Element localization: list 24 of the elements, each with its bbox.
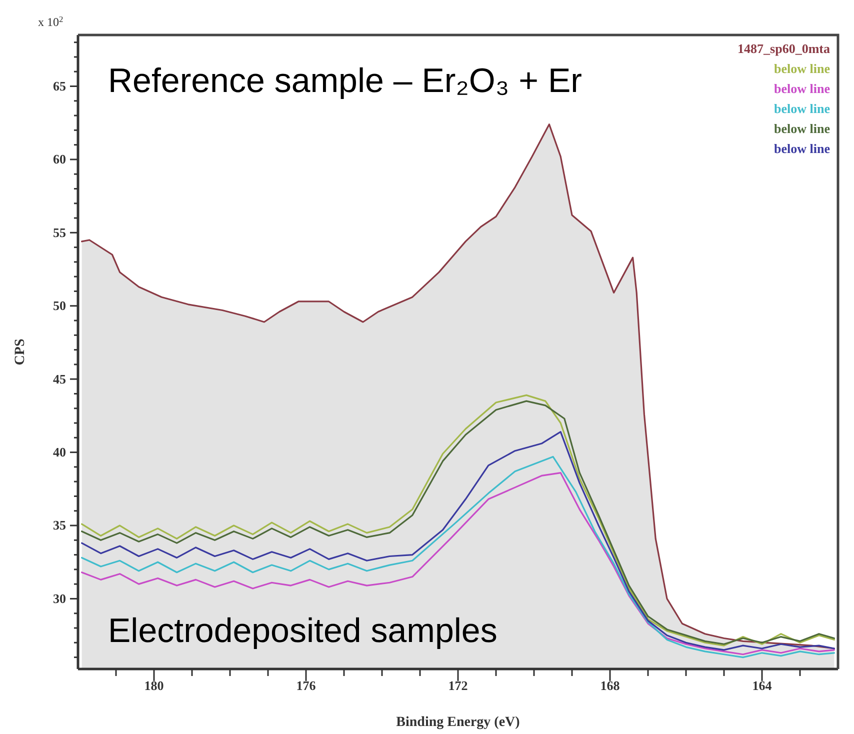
y-axis-title: CPS — [13, 338, 28, 366]
text: x 10$^{2}$ — [38, 14, 64, 29]
y-tick-label: 40 — [53, 444, 66, 460]
y-tick-label: 35 — [53, 518, 66, 533]
y-tick-label: 45 — [53, 371, 66, 386]
y-tick-label: 50 — [53, 298, 66, 314]
text: below line — [774, 81, 830, 96]
x-tick-label: 180 — [144, 678, 164, 694]
x-tick-label: 168 — [600, 678, 620, 694]
text: below line — [774, 121, 830, 136]
y-tick-label: 30 — [53, 590, 66, 606]
x-axis-title: Binding Energy (eV) — [396, 715, 520, 730]
y-tick-label: 65 — [53, 78, 66, 94]
x-tick-label: 176 — [296, 678, 316, 694]
y-tick-label: 55 — [53, 224, 66, 240]
text: below line — [774, 101, 830, 116]
x-tick-label: 164 — [752, 678, 772, 694]
annotation: Reference sample – Er₂O₃ + Er — [108, 62, 582, 100]
text: below line — [774, 61, 830, 76]
text: 1487_sp60_0mta — [738, 41, 830, 56]
x-tick-label: 172 — [448, 678, 468, 694]
y-tick-label: 60 — [53, 152, 66, 167]
text: below line — [774, 141, 830, 156]
annotation: Electrodeposited samples — [108, 612, 498, 650]
